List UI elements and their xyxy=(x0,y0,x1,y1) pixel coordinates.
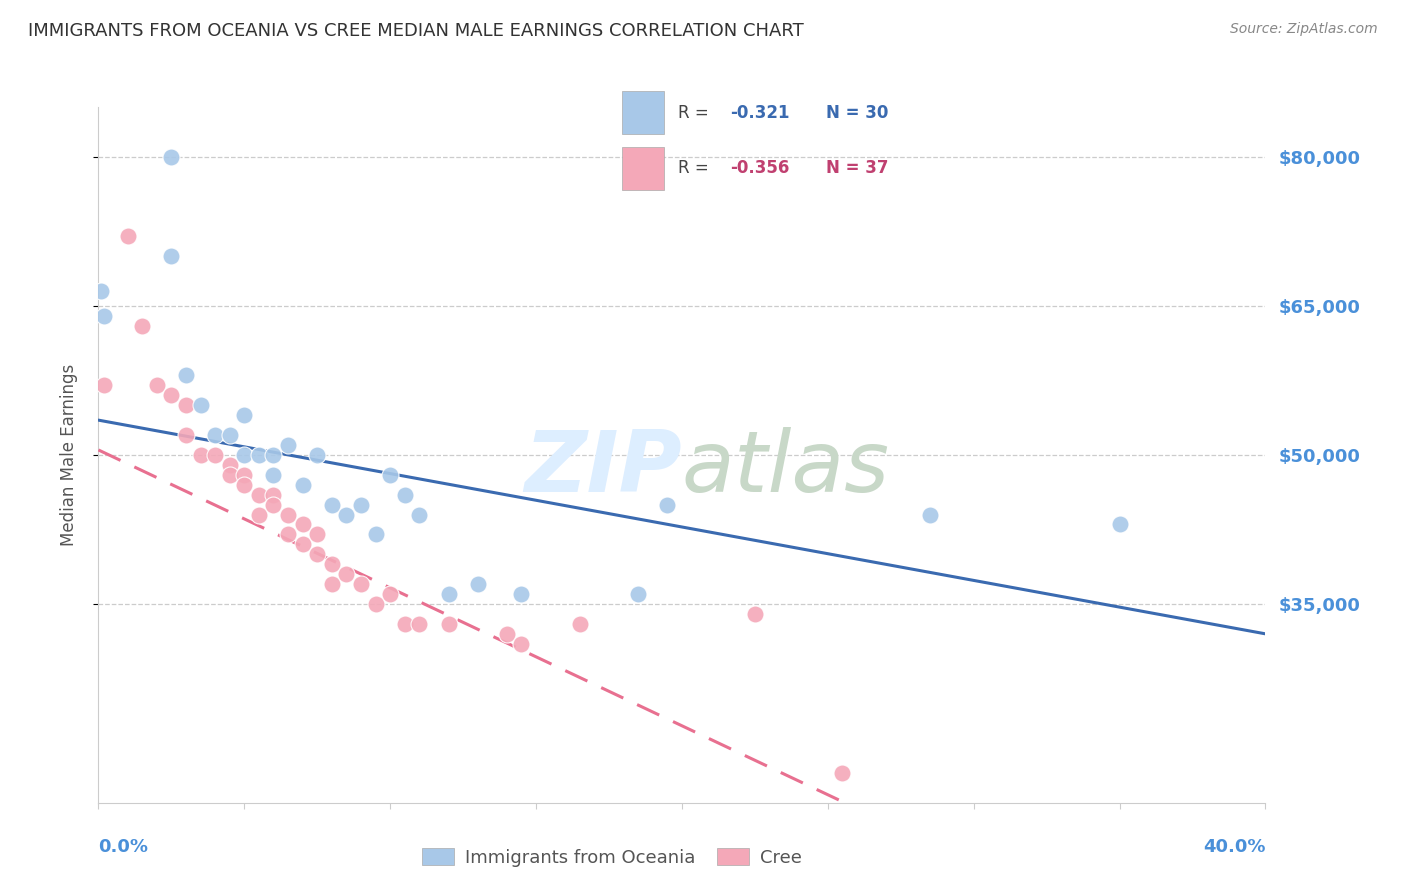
Point xyxy=(190,398,212,412)
Text: R =: R = xyxy=(678,103,714,122)
Text: IMMIGRANTS FROM OCEANIA VS CREE MEDIAN MALE EARNINGS CORRELATION CHART: IMMIGRANTS FROM OCEANIA VS CREE MEDIAN M… xyxy=(28,22,804,40)
Text: N = 30: N = 30 xyxy=(827,103,889,122)
Point xyxy=(408,616,430,631)
Point xyxy=(233,467,256,482)
Point xyxy=(378,587,402,601)
Point xyxy=(918,508,941,522)
Point xyxy=(350,498,373,512)
Point xyxy=(378,467,402,482)
Point xyxy=(321,577,343,591)
Point xyxy=(350,577,373,591)
Point xyxy=(277,438,299,452)
Point xyxy=(437,587,460,601)
Point xyxy=(160,150,183,164)
Point xyxy=(394,488,416,502)
Point xyxy=(90,284,112,298)
Point xyxy=(146,378,169,392)
Point xyxy=(277,508,299,522)
Text: -0.321: -0.321 xyxy=(731,103,790,122)
Point xyxy=(408,508,430,522)
Point xyxy=(394,616,416,631)
Point xyxy=(291,477,314,491)
Point xyxy=(744,607,766,621)
Point xyxy=(117,229,139,244)
Point xyxy=(277,527,299,541)
Point xyxy=(160,388,183,402)
Text: 40.0%: 40.0% xyxy=(1204,838,1265,856)
Text: ZIP: ZIP xyxy=(524,427,682,510)
Point xyxy=(262,448,284,462)
Point xyxy=(160,249,183,263)
Point xyxy=(568,616,591,631)
Point xyxy=(262,467,284,482)
FancyBboxPatch shape xyxy=(621,146,665,190)
Point xyxy=(233,448,256,462)
Point xyxy=(93,378,115,392)
Point xyxy=(218,428,240,442)
Point xyxy=(335,508,357,522)
Point xyxy=(364,527,387,541)
Point xyxy=(335,567,357,582)
Point xyxy=(218,467,240,482)
Point xyxy=(262,498,284,512)
Point xyxy=(467,577,489,591)
Text: -0.356: -0.356 xyxy=(731,159,790,178)
Point xyxy=(364,597,387,611)
Point xyxy=(247,448,270,462)
Point xyxy=(437,616,460,631)
Point xyxy=(218,458,240,472)
Point xyxy=(174,428,197,442)
Point xyxy=(510,637,533,651)
Point xyxy=(510,587,533,601)
Point xyxy=(495,627,517,641)
Point xyxy=(131,318,153,333)
Point xyxy=(247,508,270,522)
Point xyxy=(174,398,197,412)
Point xyxy=(321,498,343,512)
Text: Source: ZipAtlas.com: Source: ZipAtlas.com xyxy=(1230,22,1378,37)
Text: atlas: atlas xyxy=(682,427,890,510)
Point xyxy=(307,527,329,541)
Text: 0.0%: 0.0% xyxy=(98,838,149,856)
Point xyxy=(307,448,329,462)
Point xyxy=(233,477,256,491)
Point xyxy=(204,428,226,442)
Point xyxy=(657,498,679,512)
Legend: Immigrants from Oceania, Cree: Immigrants from Oceania, Cree xyxy=(415,840,810,874)
Point xyxy=(307,547,329,561)
Point xyxy=(321,558,343,572)
Point xyxy=(627,587,650,601)
Y-axis label: Median Male Earnings: Median Male Earnings xyxy=(59,364,77,546)
Point xyxy=(291,537,314,551)
Point xyxy=(247,488,270,502)
Point xyxy=(233,408,256,422)
Point xyxy=(291,517,314,532)
Text: N = 37: N = 37 xyxy=(827,159,889,178)
Point xyxy=(831,766,853,780)
Text: R =: R = xyxy=(678,159,714,178)
Point xyxy=(174,368,197,383)
Point xyxy=(1108,517,1130,532)
FancyBboxPatch shape xyxy=(621,91,665,135)
Point xyxy=(262,488,284,502)
Point xyxy=(204,448,226,462)
Point xyxy=(190,448,212,462)
Point xyxy=(93,309,115,323)
